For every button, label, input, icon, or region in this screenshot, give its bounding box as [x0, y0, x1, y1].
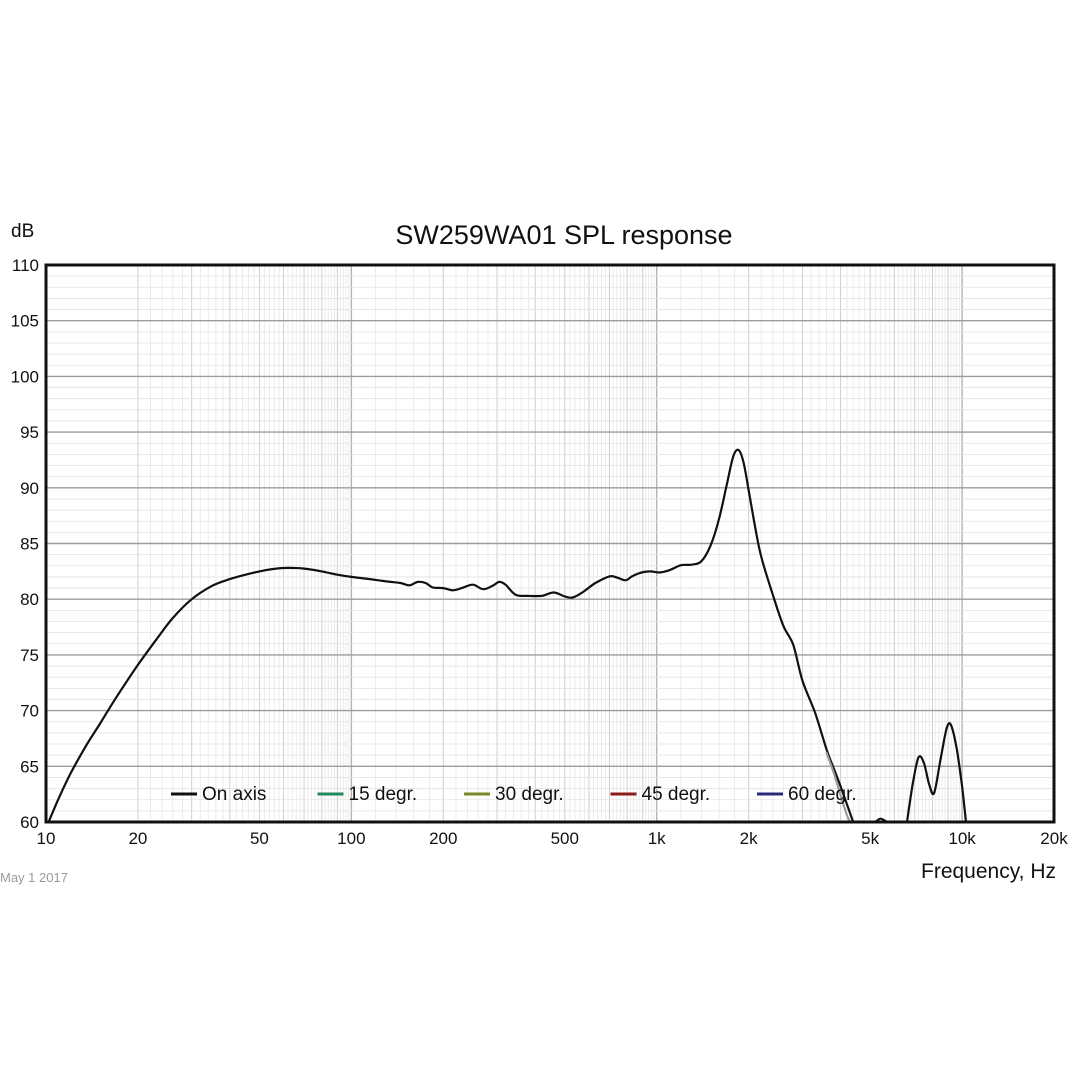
- x-tick-label: 10k: [948, 829, 976, 848]
- y-tick-label: 110: [12, 256, 39, 275]
- y-tick-label: 105: [11, 312, 39, 331]
- x-tick-label: 20: [128, 829, 147, 848]
- x-tick-label: 50: [250, 829, 269, 848]
- x-axis-label: Frequency, Hz: [921, 860, 1056, 883]
- series-line-0: [47, 448, 855, 822]
- y-tick-label: 75: [20, 646, 39, 665]
- y-tick-label: 70: [20, 702, 39, 721]
- y-tick-label: 95: [20, 423, 39, 442]
- y-tick-labels: 60 65 70 75 80 85 90 95 100 105 110: [11, 256, 39, 832]
- x-tick-label: 100: [337, 829, 365, 848]
- x-tick-label: 20k: [1040, 829, 1068, 848]
- legend-label: On axis: [202, 784, 266, 805]
- series-line-2: [905, 722, 968, 822]
- y-tick-label: 90: [20, 479, 39, 498]
- y-tick-label: 60: [20, 813, 39, 832]
- y-tick-label: 65: [20, 757, 39, 776]
- legend-label: 15 degr.: [349, 784, 418, 805]
- chart-title: SW259WA01 SPL response: [395, 220, 732, 250]
- x-tick-labels: 10 20 50 100 200 500 1k 2k 5k 10k 20k: [37, 829, 1069, 848]
- x-tick-label: 200: [429, 829, 457, 848]
- legend: On axis 15 degr. 30 degr. 45 degr. 60 degr.: [171, 784, 857, 805]
- legend-label: 60 degr.: [788, 784, 857, 805]
- y-axis-label: dB: [11, 221, 34, 242]
- x-tick-label: 10: [37, 829, 56, 848]
- y-tick-label: 85: [20, 535, 39, 554]
- x-tick-label: 5k: [861, 829, 879, 848]
- legend-label: 45 degr.: [642, 784, 711, 805]
- grid: [46, 264, 1054, 823]
- legend-label: 30 degr.: [495, 784, 564, 805]
- plot-frame: [44, 263, 1056, 824]
- x-tick-label: 2k: [740, 829, 758, 848]
- series-layer: [47, 448, 968, 822]
- x-tick-label: 1k: [648, 829, 666, 848]
- x-tick-label: 500: [551, 829, 579, 848]
- y-tick-label: 100: [11, 367, 39, 386]
- y-tick-label: 80: [20, 590, 39, 609]
- series-line-3: [825, 751, 852, 822]
- date-stamp: May 1 2017: [0, 870, 68, 885]
